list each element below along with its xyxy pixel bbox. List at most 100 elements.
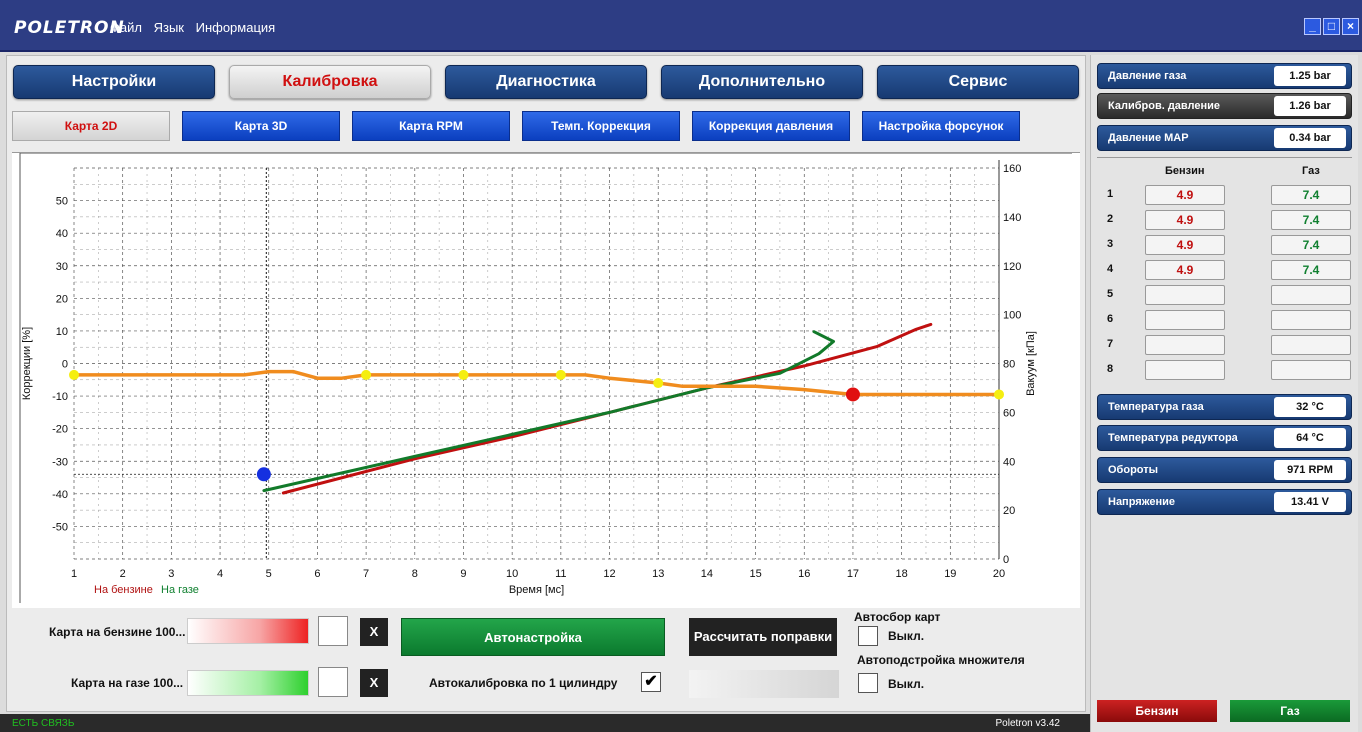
petrol-injector-value: 4.9: [1145, 210, 1225, 230]
auto-collect-checkbox[interactable]: [858, 626, 878, 646]
menu-info[interactable]: Информация: [195, 20, 276, 35]
row-number: 1: [1107, 188, 1114, 200]
rpm-row: Обороты 971 RPM: [1097, 457, 1352, 483]
gas-pressure-row: Давление газа 1.25 bar: [1097, 63, 1352, 89]
y2-axis-label: Вакуум [кПа]: [1025, 331, 1037, 396]
subtab-map-3d[interactable]: Карта 3D: [182, 111, 340, 141]
auto-mult-checkbox[interactable]: [858, 673, 878, 693]
row-number: 2: [1107, 213, 1114, 225]
calc-corrections-button[interactable]: Рассчитать поправки: [689, 618, 837, 656]
petrol-injector-value: 4.9: [1145, 235, 1225, 255]
y-tick-label: 0: [62, 359, 68, 371]
x-tick-label: 17: [847, 568, 859, 580]
map-pressure-value: 0.34 bar: [1274, 128, 1346, 148]
menu-file[interactable]: Файл: [110, 20, 142, 35]
subtab-map-rpm[interactable]: Карта RPM: [352, 111, 510, 141]
rpm-value: 971 RPM: [1274, 460, 1346, 480]
close-button[interactable]: ×: [1342, 18, 1359, 35]
calibration-chart[interactable]: 1 2 3 4 5 6 7 8 9 10 11 12 13 14 15 16 17 18 19 20-50-40-30…: [12, 152, 1080, 609]
subtab-pressure-correction[interactable]: Коррекция давления: [692, 111, 850, 141]
chart-area[interactable]: 1 2 3 4 5 6 7 8 9 10 11 12 13 14 15 16 17 18 19 20 -50 -40 -30…: [12, 152, 1080, 608]
x-tick-label: 2: [120, 568, 126, 580]
x-tick-label: 8: [412, 568, 418, 580]
correction-point[interactable]: [458, 369, 469, 380]
auto-collect-state: Выкл.: [888, 629, 925, 643]
x-tick-label: 10: [506, 568, 518, 580]
voltage-row: Напряжение 13.41 V: [1097, 489, 1352, 515]
petrol-map-box[interactable]: [318, 616, 348, 646]
gas-temp-label: Температура газа: [1108, 401, 1204, 413]
gas-temp-value: 32 °C: [1274, 397, 1346, 417]
y-tick-label: -30: [52, 456, 68, 468]
title-bar: POLETRON Файл Язык Информация _ □ ×: [0, 0, 1362, 52]
gas-injector-value: 7.4: [1271, 260, 1351, 280]
reducer-temp-label: Температура редуктора: [1108, 432, 1238, 444]
gas-map-bar: [187, 670, 309, 696]
y2-tick-label: 0: [1003, 554, 1009, 566]
col-petrol-header: Бензин: [1165, 165, 1205, 177]
y-tick-label: 40: [56, 228, 68, 240]
y-tick-label: -50: [52, 521, 68, 533]
red-point-marker[interactable]: [845, 387, 860, 402]
auto-calib-checkbox[interactable]: ✔: [641, 672, 661, 692]
current-point-marker[interactable]: [256, 467, 271, 482]
correction-point[interactable]: [361, 369, 372, 380]
y2-tick-label: 40: [1003, 456, 1015, 468]
x-tick-label: 18: [896, 568, 908, 580]
app-logo: POLETRON: [14, 18, 125, 38]
legend-petrol: На бензине: [94, 584, 153, 596]
petrol-injector-value: [1145, 285, 1225, 305]
subtab-injector-setup[interactable]: Настройка форсунок: [862, 111, 1020, 141]
gas-injector-value: 7.4: [1271, 235, 1351, 255]
correction-point[interactable]: [555, 369, 566, 380]
correction-point[interactable]: [69, 369, 79, 380]
subtab-temp-correction[interactable]: Темп. Коррекция: [522, 111, 680, 141]
rpm-label: Обороты: [1108, 464, 1159, 476]
y-tick-label: 20: [56, 293, 68, 305]
petrol-map-clear-button[interactable]: X: [360, 618, 388, 646]
switch-petrol-button[interactable]: Бензин: [1097, 700, 1217, 722]
petrol-injector-value: 4.9: [1145, 185, 1225, 205]
gas-injector-value: [1271, 285, 1351, 305]
x-tick-label: 15: [749, 568, 761, 580]
auto-mult-title: Автоподстройка множителя: [857, 653, 1025, 667]
tab-service[interactable]: Сервис: [877, 65, 1079, 99]
petrol-map-bar: [187, 618, 309, 644]
tab-additional[interactable]: Дополнительно: [661, 65, 863, 99]
map-pressure-label: Давление MAP: [1108, 132, 1189, 144]
gas-map-clear-button[interactable]: X: [360, 669, 388, 697]
gas-injector-value: [1271, 335, 1351, 355]
row-number: 3: [1107, 238, 1114, 250]
tab-diagnostics[interactable]: Диагностика: [445, 65, 647, 99]
x-tick-label: 19: [944, 568, 956, 580]
x-tick-label: 3: [168, 568, 174, 580]
version-label: Poletron v3.42: [995, 718, 1061, 729]
maximize-button[interactable]: □: [1323, 18, 1340, 35]
gas-pressure-value: 1.25 bar: [1274, 66, 1346, 86]
menu-language[interactable]: Язык: [153, 20, 184, 35]
voltage-value: 13.41 V: [1274, 492, 1346, 512]
auto-collect-title: Автосбор карт: [854, 610, 941, 624]
petrol-injector-value: [1145, 310, 1225, 330]
gas-injector-value: 7.4: [1271, 210, 1351, 230]
tab-calibration[interactable]: Калибровка: [229, 65, 431, 99]
reducer-temp-value: 64 °C: [1274, 428, 1346, 448]
calib-pressure-label: Калибров. давление: [1108, 100, 1221, 112]
x-tick-label: 9: [460, 568, 466, 580]
y2-tick-label: 100: [1003, 310, 1021, 322]
y2-tick-label: 120: [1003, 261, 1021, 273]
x-tick-label: 4: [217, 568, 223, 580]
minimize-button[interactable]: _: [1304, 18, 1321, 35]
x-tick-label: 5: [266, 568, 272, 580]
gas-map-box[interactable]: [318, 667, 348, 697]
tab-settings[interactable]: Настройки: [13, 65, 215, 99]
y-tick-label: -40: [52, 489, 68, 501]
correction-point[interactable]: [994, 389, 1004, 400]
correction-point[interactable]: [653, 378, 664, 389]
x-tick-label: 6: [314, 568, 320, 580]
switch-gas-button[interactable]: Газ: [1230, 700, 1350, 722]
subtab-map-2d[interactable]: Карта 2D: [12, 111, 170, 141]
gas-pressure-label: Давление газа: [1108, 70, 1187, 82]
auto-tune-button[interactable]: Автонастройка: [401, 618, 665, 656]
gas-series-line: [262, 330, 835, 493]
